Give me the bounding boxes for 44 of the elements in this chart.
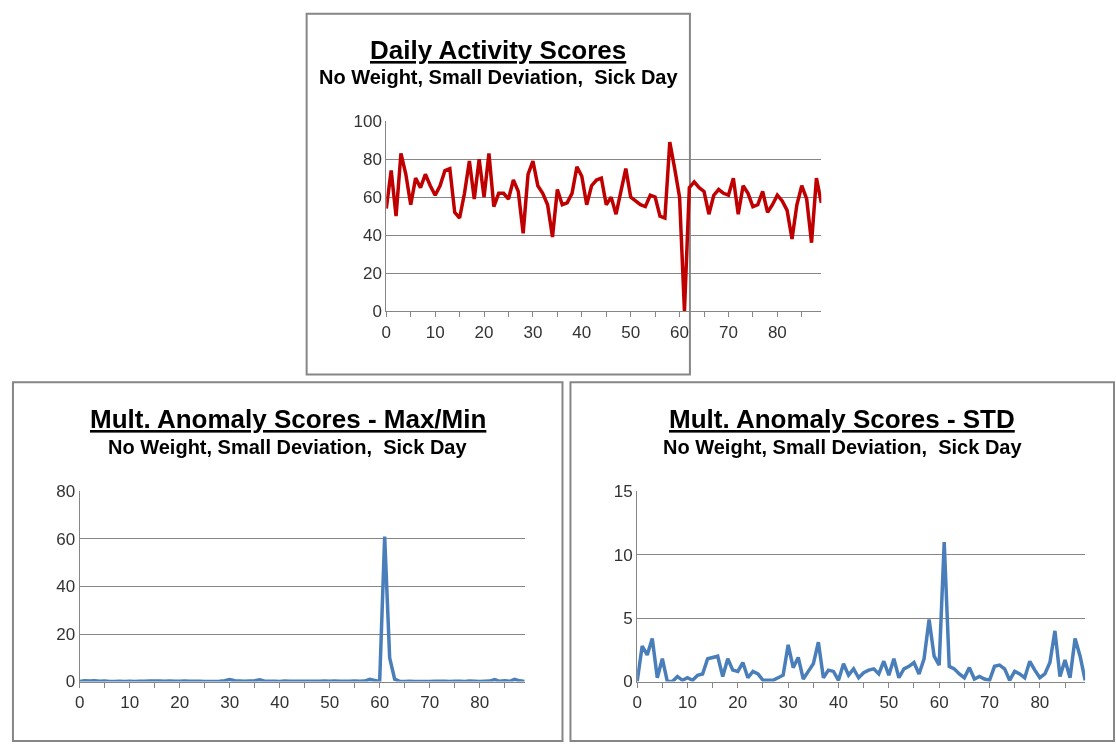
x-tick-label: 80 <box>470 692 490 712</box>
x-tick-label: 30 <box>523 322 543 342</box>
x-tick-label: 10 <box>120 692 140 712</box>
x-tick-label: 10 <box>678 692 697 712</box>
chart-title: Mult. Anomaly Scores - Max/Min <box>90 404 487 434</box>
x-tick-label: 40 <box>270 692 290 712</box>
x-tick-label: 30 <box>220 692 240 712</box>
y-tick-label: 5 <box>623 609 633 629</box>
y-tick-label: 80 <box>56 482 76 502</box>
x-tick-label: 50 <box>320 692 340 712</box>
x-tick-label: 20 <box>474 322 494 342</box>
chart-subtitle: No Weight, Small Deviation, Sick Day <box>663 436 1023 458</box>
y-tick-label: 0 <box>65 672 76 692</box>
y-tick-label: 60 <box>362 188 382 208</box>
x-tick-label: 10 <box>425 322 445 342</box>
y-tick-label: 0 <box>623 672 633 692</box>
chart-title: Daily Activity Scores <box>370 35 627 65</box>
y-tick-label: 20 <box>56 624 76 644</box>
y-tick-label: 15 <box>613 482 633 502</box>
y-tick-label: 100 <box>353 112 382 132</box>
chart-subtitle: No Weight, Small Deviation, Sick Day <box>108 436 468 458</box>
x-tick-label: 40 <box>829 692 848 712</box>
x-tick-label: 50 <box>879 692 899 712</box>
x-tick-label: 70 <box>980 692 999 712</box>
x-tick-label: 80 <box>1030 692 1050 712</box>
y-tick-label: 0 <box>372 302 382 322</box>
x-tick-label: 80 <box>767 322 787 342</box>
y-tick-label: 10 <box>613 545 633 565</box>
y-tick-label: 40 <box>362 226 382 246</box>
y-tick-label: 40 <box>56 577 76 597</box>
y-tick-label: 20 <box>362 264 382 284</box>
x-tick-label: 60 <box>670 322 690 342</box>
chart-subtitle: No Weight, Small Deviation, Sick Day <box>319 66 679 88</box>
x-tick-label: 20 <box>170 692 190 712</box>
x-tick-label: 50 <box>621 322 641 342</box>
y-tick-label: 80 <box>362 150 382 170</box>
chart-title: Mult. Anomaly Scores - STD <box>669 404 1015 434</box>
x-tick-label: 60 <box>929 692 949 712</box>
x-tick-label: 30 <box>778 692 798 712</box>
x-tick-label: 40 <box>572 322 592 342</box>
x-tick-label: 70 <box>718 322 738 342</box>
x-tick-label: 20 <box>728 692 748 712</box>
y-tick-label: 60 <box>56 529 76 549</box>
x-tick-label: 70 <box>420 692 440 712</box>
